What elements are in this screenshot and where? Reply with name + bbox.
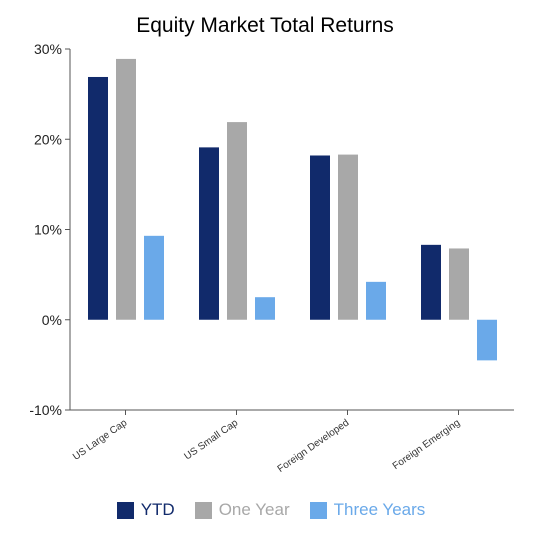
x-tick-label: Foreign Emerging [391,417,462,472]
legend-label: YTD [140,500,175,519]
legend-item: Three Years [309,500,426,520]
legend-label: One Year [218,500,290,519]
bar-one-year [116,58,136,320]
bar-ytd [88,76,108,320]
legend-item: YTD [116,500,175,520]
bar-one-year [449,248,469,320]
x-tick-label: US Large Cap [71,417,130,463]
bar-three-years [255,297,275,320]
legend-swatch [116,501,134,519]
y-tick-label: 0% [42,312,62,328]
y-tick-label: 10% [34,222,62,238]
x-tick-label: Foreign Developed [276,417,352,474]
y-tick-label: 20% [34,131,62,147]
x-tick-label: US Small Cap [182,417,240,462]
chart-title: Equity Market Total Returns [136,14,394,37]
bar-one-year [227,122,247,320]
y-tick-label: 30% [34,41,62,57]
bar-ytd [199,147,219,320]
bar-ytd [421,244,441,320]
x-axis-ticks: US Large Cap US Small Cap Foreign Develope… [71,410,462,475]
bar-chart: 30% 20% 10% 0% -10% US Large Cap US Small Cap… [29,41,514,475]
bar-ytd [310,155,330,320]
legend-label: Three Years [333,500,426,519]
y-axis-ticks: 30% 20% 10% 0% -10% [29,41,70,418]
legend-item: One Year [194,500,290,520]
bar-one-year [338,154,358,320]
legend: YTD One Year Three Years [0,500,542,520]
bar-three-years [477,319,497,361]
legend-swatch [309,501,327,519]
bar-three-years [366,281,386,320]
bars [88,58,497,361]
legend-swatch [194,501,212,519]
y-tick-label: -10% [29,402,62,418]
bar-three-years [144,235,164,320]
